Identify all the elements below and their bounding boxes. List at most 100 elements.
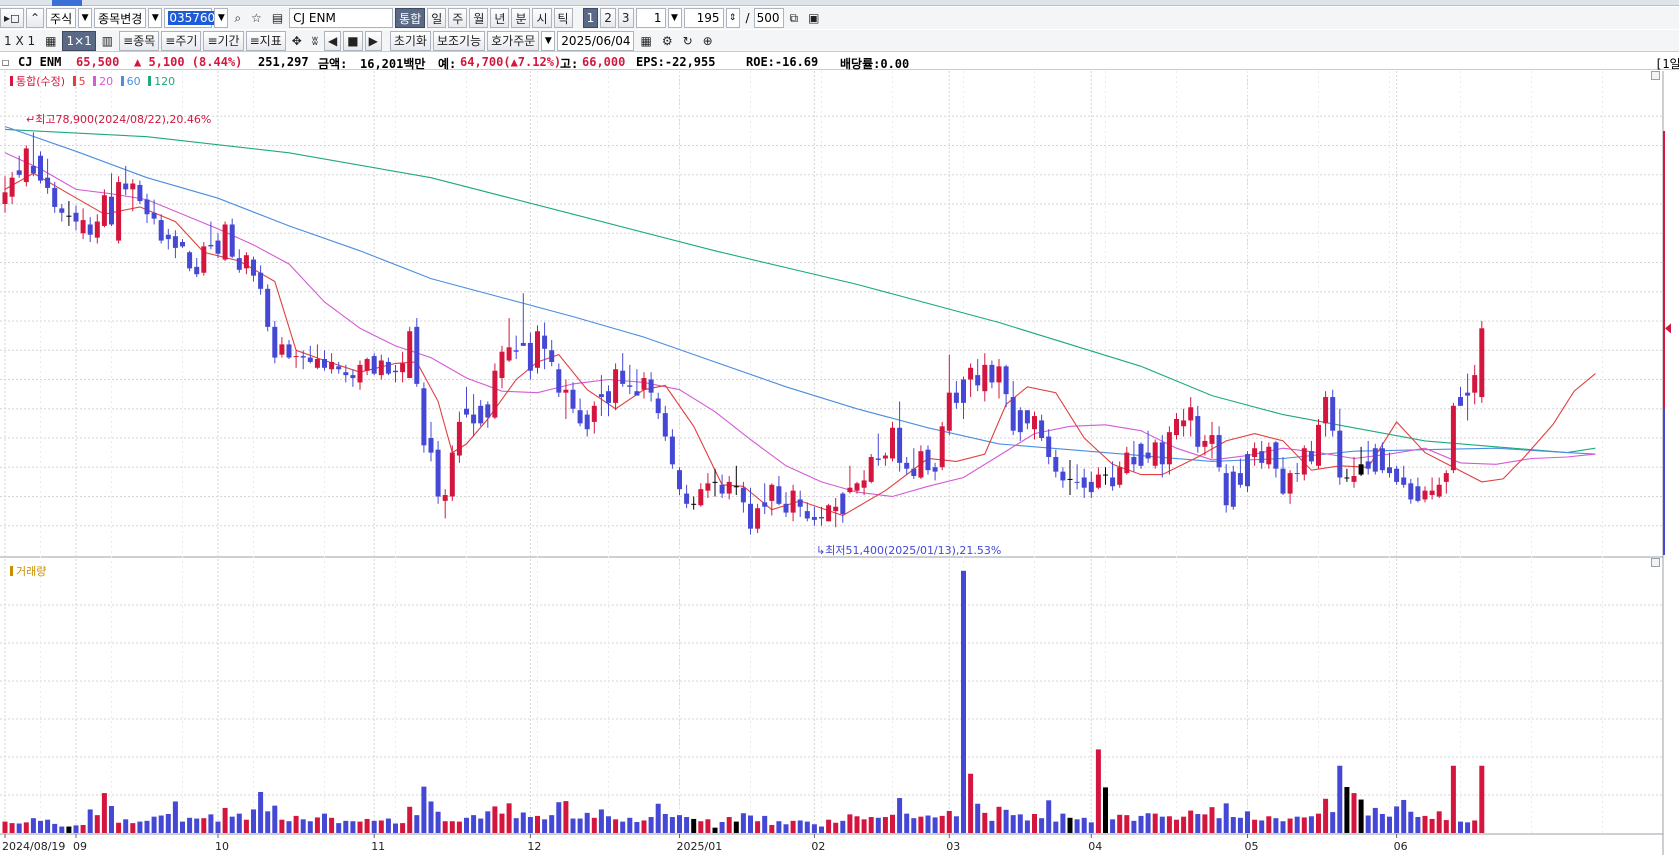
volume-bar	[662, 814, 668, 833]
candle-body	[1017, 410, 1023, 433]
preset-3-button[interactable]: 3	[617, 8, 634, 28]
chevron-down-icon[interactable]: ▼	[78, 8, 93, 28]
candle-body	[1252, 448, 1258, 458]
max-count-input[interactable]: 500	[753, 8, 784, 28]
indicator-button[interactable]: ≡ 지표	[245, 30, 286, 51]
candle-body	[570, 389, 576, 409]
info-expected: 64,700(▲7.12%)	[460, 55, 562, 69]
candle-body	[478, 405, 484, 424]
stop-icon[interactable]: ■	[343, 30, 363, 51]
volume-bar	[840, 820, 846, 833]
wave-icon[interactable]: ʬ	[311, 33, 319, 48]
period-button[interactable]: ≡ 주기	[161, 30, 202, 51]
menu-toggle-button[interactable]: ▸◻	[0, 8, 24, 28]
tab-tick[interactable]: 틱	[553, 8, 573, 28]
volume-bar	[73, 825, 79, 833]
new-window-icon[interactable]: ⧉	[789, 10, 799, 25]
candle-body	[329, 361, 335, 370]
save-icon[interactable]: ▣	[808, 11, 820, 25]
candle-body	[1415, 486, 1421, 501]
candle-body	[584, 414, 590, 430]
candle-body	[996, 366, 1002, 383]
favorite-star-icon[interactable]: ☆	[251, 11, 262, 25]
preset-2-button[interactable]: 2	[600, 8, 616, 28]
candle-body	[598, 394, 604, 398]
tab-minute[interactable]: 분	[511, 8, 531, 28]
volume-bar	[1237, 817, 1243, 833]
news-icon[interactable]: ▤	[271, 11, 284, 25]
max-count-value: 500	[756, 11, 780, 25]
tab-month[interactable]: 월	[469, 8, 489, 28]
zoom-icon[interactable]: ⊕	[702, 33, 713, 48]
candle-body	[1124, 452, 1130, 474]
legend-marker	[120, 76, 124, 86]
volume-bar	[606, 816, 611, 833]
grid-icon[interactable]: ▦	[45, 33, 57, 48]
candle-body	[1287, 473, 1293, 494]
crosshair-icon[interactable]: ✥	[291, 33, 302, 48]
tab-hour[interactable]: 시	[532, 8, 552, 28]
volume-bar	[1443, 820, 1449, 833]
stock-type-select[interactable]: 주식	[46, 8, 77, 28]
aux-label: 보조기능	[436, 34, 482, 48]
layout-1x1-label[interactable]: 1 X 1	[0, 31, 39, 51]
volume-bar	[59, 826, 65, 833]
settings-gear-icon[interactable]: ⚙	[661, 33, 673, 48]
search-icon[interactable]: ⌕	[234, 10, 242, 25]
volume-bar	[1458, 821, 1463, 833]
volume-bar	[251, 809, 256, 833]
stock-chart[interactable]: 2024/08/19 09 10 11 12 2025/01 02 03 04 05 06 통합(수…	[0, 71, 1679, 855]
active-tab-indicator[interactable]	[52, 0, 82, 6]
price-panel-maximize-icon[interactable]	[1651, 71, 1660, 80]
reset-icon[interactable]: ↻	[682, 33, 693, 48]
date-input[interactable]: 2025/06/04	[557, 30, 635, 51]
chevron-down-icon[interactable]: ▼	[214, 8, 229, 28]
volume-bar	[87, 809, 93, 833]
chevron-down-icon[interactable]: ▼	[541, 30, 556, 51]
volume-bar	[158, 815, 164, 833]
item-button[interactable]: ≡ 종목	[119, 30, 160, 51]
checkbox-icon[interactable]: ☐	[2, 55, 10, 69]
volume-bar	[1394, 806, 1400, 833]
volume-bar	[1060, 813, 1066, 833]
init-button[interactable]: 초기화	[389, 30, 431, 51]
volume-bar	[1401, 799, 1407, 833]
info-price: 65,500	[76, 55, 120, 69]
volume-bar	[1266, 816, 1272, 833]
volume-bar	[961, 570, 966, 833]
display-count-input[interactable]: 195	[683, 8, 724, 28]
chevron-down-icon[interactable]: ▼	[667, 8, 682, 28]
x-tick-label: 2025/01	[677, 840, 723, 853]
spin-stepper-icon[interactable]: ⇕	[725, 8, 740, 28]
order-button[interactable]: 호가주문	[487, 30, 540, 51]
preset-1-button[interactable]: 1	[582, 8, 599, 28]
tab-integrated[interactable]: 통합	[395, 8, 426, 28]
item-change-select[interactable]: 종목변경	[94, 8, 147, 28]
tab-week[interactable]: 주	[448, 8, 468, 28]
split-1x1-button[interactable]: 1×1	[62, 30, 96, 51]
volume-panel-maximize-icon[interactable]	[1651, 558, 1660, 567]
table-icon[interactable]: ▥	[101, 33, 114, 48]
volume-bar	[23, 822, 29, 833]
next-icon[interactable]: ▶	[364, 30, 382, 51]
calendar-icon[interactable]: ▦	[640, 33, 652, 48]
volume-bar	[350, 821, 356, 833]
tab-day[interactable]: 일	[427, 8, 447, 28]
tab-year[interactable]: 년	[490, 8, 510, 28]
chevron-up-icon[interactable]: ⌃	[25, 8, 45, 28]
tab-label: 주	[452, 11, 464, 26]
volume-bar	[1117, 814, 1123, 833]
main-toolbar: ▸◻ ⌃ 주식 ▼ 종목변경 ▼ 035760 ▼ ⌕ ☆ ▤ CJ ENM 통…	[0, 7, 1679, 29]
candle-body	[627, 385, 633, 387]
volume-bar	[833, 822, 839, 833]
volume-bar	[613, 819, 619, 833]
candle-body	[66, 215, 72, 217]
chart-canvas[interactable]: 2024/08/19 09 10 11 12 2025/01 02 03 04 05 06	[0, 71, 1679, 855]
prev-icon[interactable]: ◀	[324, 30, 342, 51]
aux-button[interactable]: 보조기능	[432, 30, 486, 51]
info-dividend: 배당률:0.00	[840, 57, 910, 71]
count-select[interactable]: 1	[635, 8, 666, 28]
chevron-down-icon[interactable]: ▼	[148, 8, 163, 28]
range-button[interactable]: ≡ 기간	[203, 30, 244, 51]
stock-code-input[interactable]: 035760	[164, 8, 217, 28]
